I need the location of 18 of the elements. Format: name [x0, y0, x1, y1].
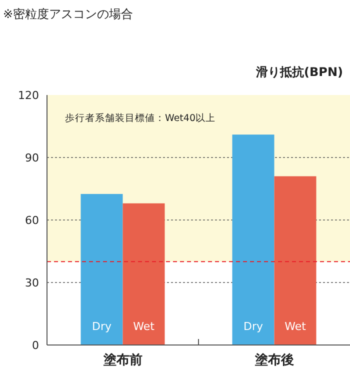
x-tick-label: 塗布前	[102, 353, 142, 368]
x-tick-label: 塗布後	[254, 352, 294, 368]
text: Wet	[284, 320, 306, 333]
bar	[232, 134, 274, 345]
bar	[122, 203, 165, 345]
y-tick-label: 30	[25, 276, 39, 290]
chart-title: ※密粒度アスコンの場合	[3, 7, 134, 21]
y-tick-label: 120	[18, 89, 39, 102]
series-label: Wet	[133, 320, 156, 333]
y-tick-label: 0	[32, 339, 39, 352]
y-tick-label: 60	[25, 214, 39, 227]
bar	[274, 176, 316, 345]
bar	[80, 194, 123, 345]
series-label: Dry	[92, 320, 112, 333]
text: Dry	[243, 320, 264, 333]
y-tick-label: 90	[25, 152, 39, 164]
y-axis-title: 滑り抵抗(BPN)	[255, 65, 343, 79]
band-label: 歩行者系舗装目標値：Wet40以上	[65, 112, 216, 124]
